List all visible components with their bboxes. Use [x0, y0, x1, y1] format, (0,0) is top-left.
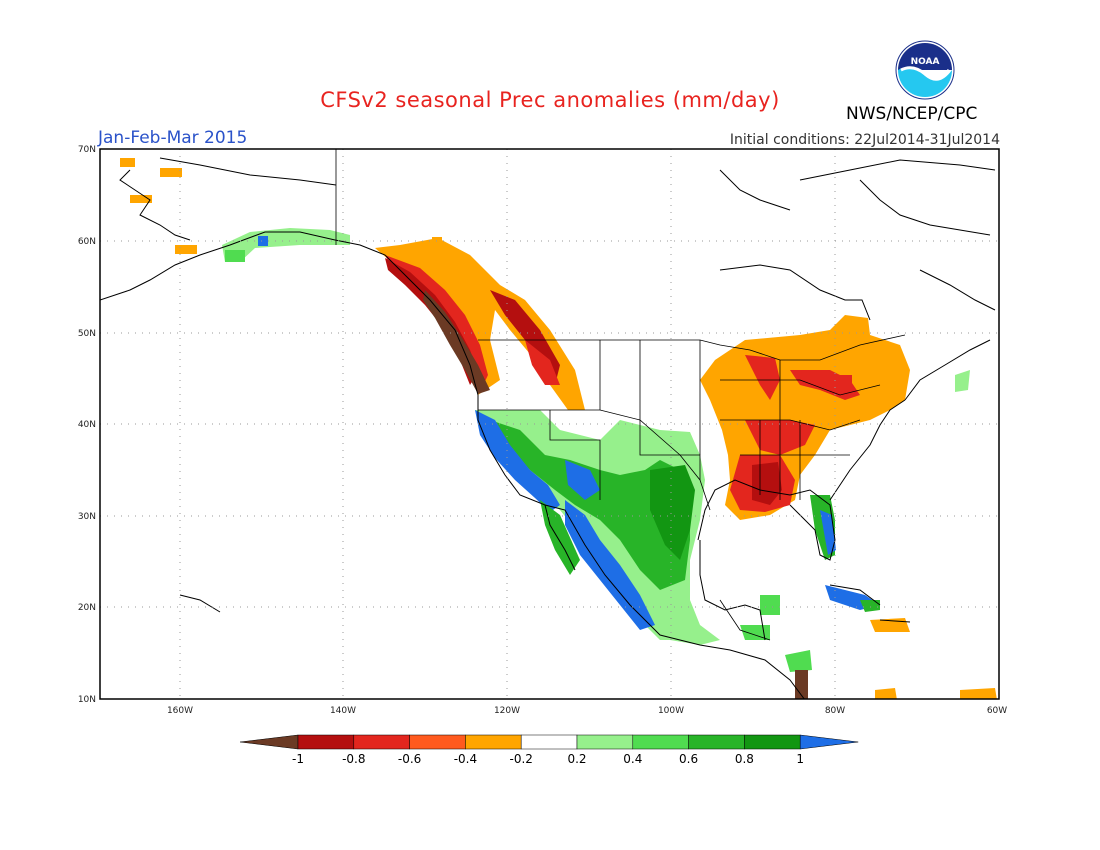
colorbar-labels: -1 -0.8 -0.6 -0.4 -0.2 0.2 0.4 0.6 0.8 1 [292, 752, 804, 766]
colorbar-label: -0.6 [398, 752, 421, 766]
longitude-labels: 160W 140W 120W 100W 80W 60W [167, 706, 1007, 716]
agency-label: NWS/NCEP/CPC [846, 104, 978, 124]
lon-label: 100W [658, 706, 684, 716]
lon-label: 60W [987, 706, 1007, 716]
noaa-logo-text: NOAA [911, 57, 940, 67]
colorbar-swatch [799, 734, 859, 750]
chart-title: CFSv2 seasonal Prec anomalies (mm/day) [320, 88, 780, 112]
lon-label: 80W [825, 706, 845, 716]
coastlines [100, 157, 996, 699]
lat-label: 60N [78, 237, 96, 247]
noaa-logo: NOAA [895, 40, 955, 100]
initial-conditions-label: Initial conditions: 22Jul2014-31Jul2014 [729, 132, 1000, 148]
colorbar-swatch [688, 734, 745, 750]
colorbar-swatches [239, 734, 859, 750]
lon-label: 140W [330, 706, 356, 716]
colorbar-swatch [744, 734, 801, 750]
latitude-labels: 70N 60N 50N 40N 30N 20N 10N [78, 145, 96, 705]
colorbar-label: -1 [292, 752, 304, 766]
colorbar-label: 0.6 [679, 752, 698, 766]
political-borders [335, 149, 906, 641]
map-content [100, 149, 999, 699]
colorbar-label: -0.4 [454, 752, 477, 766]
lon-label: 120W [494, 706, 520, 716]
colorbar-label: 0.4 [623, 752, 642, 766]
lat-lon-grid [100, 149, 999, 699]
lon-label: 160W [167, 706, 193, 716]
lat-label: 20N [78, 603, 96, 613]
lat-label: 30N [78, 512, 96, 522]
colorbar-swatch [576, 734, 634, 750]
colorbar-label: -0.2 [509, 752, 532, 766]
anomaly-dry-northwest [375, 238, 585, 410]
anomaly-dry-east [700, 315, 997, 699]
lat-label: 50N [78, 329, 96, 339]
colorbar-label: 0.8 [735, 752, 754, 766]
lat-label: 10N [78, 695, 96, 705]
anomaly-dry-alaska [120, 158, 852, 387]
colorbar-swatch [465, 734, 522, 750]
colorbar-label: -0.8 [342, 752, 365, 766]
colorbar-swatch [353, 734, 410, 750]
map-frame [99, 148, 1000, 700]
season-label: Jan-Feb-Mar 2015 [98, 128, 248, 148]
colorbar-label: 1 [796, 752, 804, 766]
anomaly-wet-southwest [475, 410, 812, 699]
colorbar-swatch [409, 734, 466, 750]
colorbar-swatch [520, 734, 578, 750]
lat-label: 70N [78, 145, 96, 155]
colorbar-swatch [632, 734, 689, 750]
colorbar-label: 0.2 [567, 752, 586, 766]
colorbar-swatch [297, 734, 355, 750]
lat-label: 40N [78, 420, 96, 430]
colorbar-swatch [239, 734, 299, 750]
